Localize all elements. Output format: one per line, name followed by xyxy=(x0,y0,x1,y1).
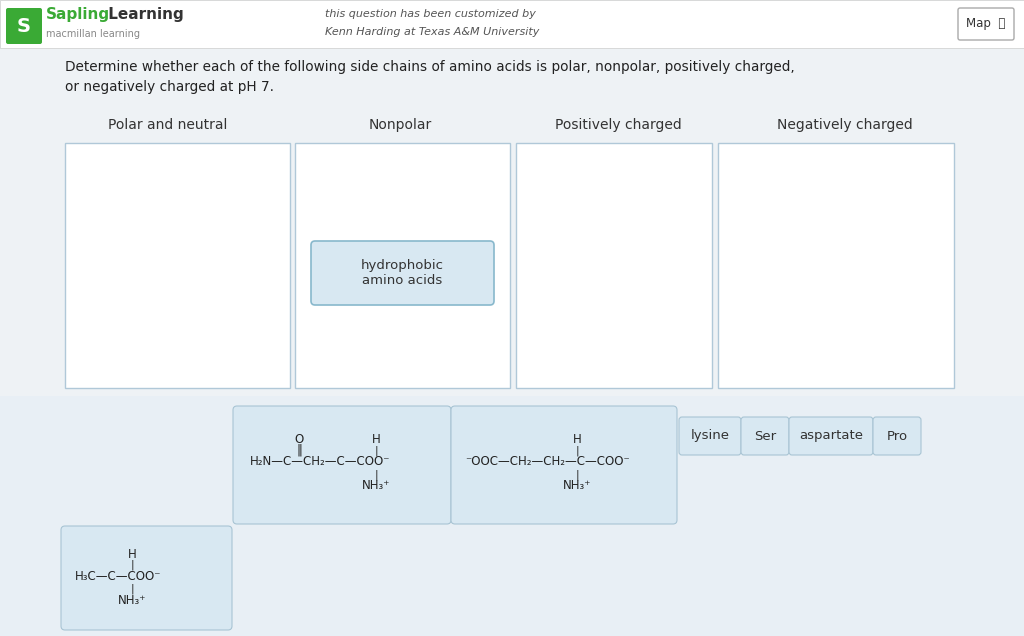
Text: ⁻OOC—CH₂—CH₂—C—COO⁻: ⁻OOC—CH₂—CH₂—C—COO⁻ xyxy=(465,455,630,468)
FancyBboxPatch shape xyxy=(61,526,232,630)
Text: lysine: lysine xyxy=(690,429,729,443)
Text: Map  ⧉: Map ⧉ xyxy=(967,18,1006,31)
Text: |: | xyxy=(374,469,378,480)
FancyBboxPatch shape xyxy=(873,417,921,455)
Text: |: | xyxy=(575,469,579,480)
Text: Pro: Pro xyxy=(887,429,907,443)
Bar xyxy=(516,143,712,388)
Text: Sapling: Sapling xyxy=(46,6,111,22)
FancyBboxPatch shape xyxy=(451,406,677,524)
Text: ‖: ‖ xyxy=(296,443,302,456)
Text: |: | xyxy=(130,560,134,570)
Bar xyxy=(0,396,1024,636)
Text: S: S xyxy=(17,17,31,36)
Text: Polar and neutral: Polar and neutral xyxy=(109,118,227,132)
FancyBboxPatch shape xyxy=(311,241,494,305)
FancyBboxPatch shape xyxy=(6,8,42,44)
FancyBboxPatch shape xyxy=(790,417,873,455)
Text: NH₃⁺: NH₃⁺ xyxy=(563,479,592,492)
Text: aspartate: aspartate xyxy=(799,429,863,443)
Text: hydrophobic
amino acids: hydrophobic amino acids xyxy=(361,259,444,287)
Text: Determine whether each of the following side chains of amino acids is polar, non: Determine whether each of the following … xyxy=(65,60,795,93)
Text: Kenn Harding at Texas A&M University: Kenn Harding at Texas A&M University xyxy=(325,27,540,37)
Text: O: O xyxy=(294,433,304,446)
Text: |: | xyxy=(575,445,579,455)
Text: H: H xyxy=(128,548,136,561)
Text: macmillan learning: macmillan learning xyxy=(46,29,140,39)
FancyBboxPatch shape xyxy=(741,417,790,455)
FancyBboxPatch shape xyxy=(679,417,741,455)
Text: |: | xyxy=(374,445,378,455)
Bar xyxy=(0,0,1024,48)
Bar xyxy=(65,143,290,388)
Text: H: H xyxy=(372,433,380,446)
FancyBboxPatch shape xyxy=(958,8,1014,40)
Text: NH₃⁺: NH₃⁺ xyxy=(362,479,390,492)
Bar xyxy=(718,143,954,388)
Text: this question has been customized by: this question has been customized by xyxy=(325,9,536,19)
Bar xyxy=(295,143,510,388)
Text: |: | xyxy=(130,584,134,595)
Text: H₂N—C—CH₂—C—COO⁻: H₂N—C—CH₂—C—COO⁻ xyxy=(250,455,390,468)
Text: Ser: Ser xyxy=(754,429,776,443)
Text: Negatively charged: Negatively charged xyxy=(777,118,912,132)
Text: H: H xyxy=(572,433,582,446)
FancyBboxPatch shape xyxy=(233,406,451,524)
Text: Positively charged: Positively charged xyxy=(555,118,681,132)
Text: NH₃⁺: NH₃⁺ xyxy=(118,594,146,607)
Text: Learning: Learning xyxy=(103,6,183,22)
Text: Nonpolar: Nonpolar xyxy=(369,118,432,132)
Text: H₃C—C—COO⁻: H₃C—C—COO⁻ xyxy=(75,570,162,583)
